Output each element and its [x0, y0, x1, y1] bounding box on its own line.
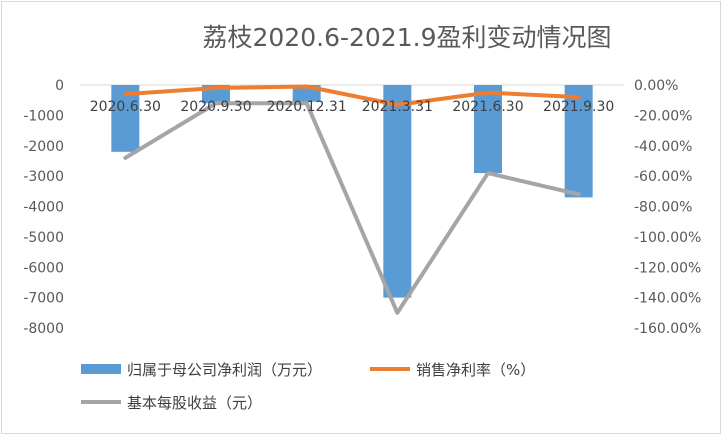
category-label: 2021.6.30: [452, 99, 523, 115]
category-label: 2021.9.30: [543, 99, 614, 115]
right-tick-label: -140.00%: [634, 291, 701, 307]
line-eps: [123, 101, 581, 315]
left-tick-label: -6000: [23, 260, 64, 276]
right-axis: 0.00% -20.00% -40.00% -60.00% -80.00% -100.00…: [634, 78, 701, 337]
category-label: 2020.6.30: [90, 99, 161, 115]
left-tick-label: -2000: [23, 139, 64, 155]
category-label: 2020.9.30: [180, 99, 251, 115]
right-tick-label: -160.00%: [634, 321, 701, 337]
bar: [383, 85, 412, 298]
left-tick-label: -8000: [23, 321, 64, 337]
category-label: 2020.12.31: [267, 99, 347, 115]
bar-series: [111, 85, 593, 298]
left-tick-label: -4000: [23, 200, 64, 216]
legend-label-margin: 销售净利率（%）: [416, 361, 535, 379]
legend: 归属于母公司净利润（万元） 销售净利率（%） 基本每股收益（元）: [81, 361, 535, 412]
right-tick-label: -40.00%: [634, 139, 692, 155]
left-tick-label: -5000: [23, 230, 64, 246]
right-tick-label: -20.00%: [634, 108, 692, 124]
line-series: [123, 84, 581, 315]
legend-swatch-profit: [81, 364, 121, 374]
right-tick-label: -100.00%: [634, 230, 701, 246]
right-tick-label: -60.00%: [634, 169, 692, 185]
category-label: 2021.3.31: [362, 99, 433, 115]
legend-label-profit: 归属于母公司净利润（万元）: [127, 361, 322, 379]
left-axis: 0 -1000 -2000 -3000 -4000 -5000 -6000 -7000 -800…: [23, 78, 64, 337]
chart-title: 荔枝2020.6-2021.9盈利变动情况图: [203, 23, 612, 52]
left-tick-label: 0: [55, 78, 64, 94]
right-tick-label: -120.00%: [634, 260, 701, 276]
left-tick-label: -1000: [23, 108, 64, 124]
left-tick-label: -3000: [23, 169, 64, 185]
line-net-margin: [123, 84, 581, 107]
bar: [474, 85, 502, 174]
bar: [564, 85, 593, 198]
left-tick-label: -7000: [23, 291, 64, 307]
legend-label-eps: 基本每股收益（元）: [127, 394, 262, 412]
bar: [111, 85, 140, 152]
right-tick-label: 0.00%: [634, 78, 678, 94]
category-labels: 2020.6.30 2020.9.30 2020.12.31 2021.3.31 202…: [90, 99, 615, 115]
right-tick-label: -80.00%: [634, 200, 692, 216]
